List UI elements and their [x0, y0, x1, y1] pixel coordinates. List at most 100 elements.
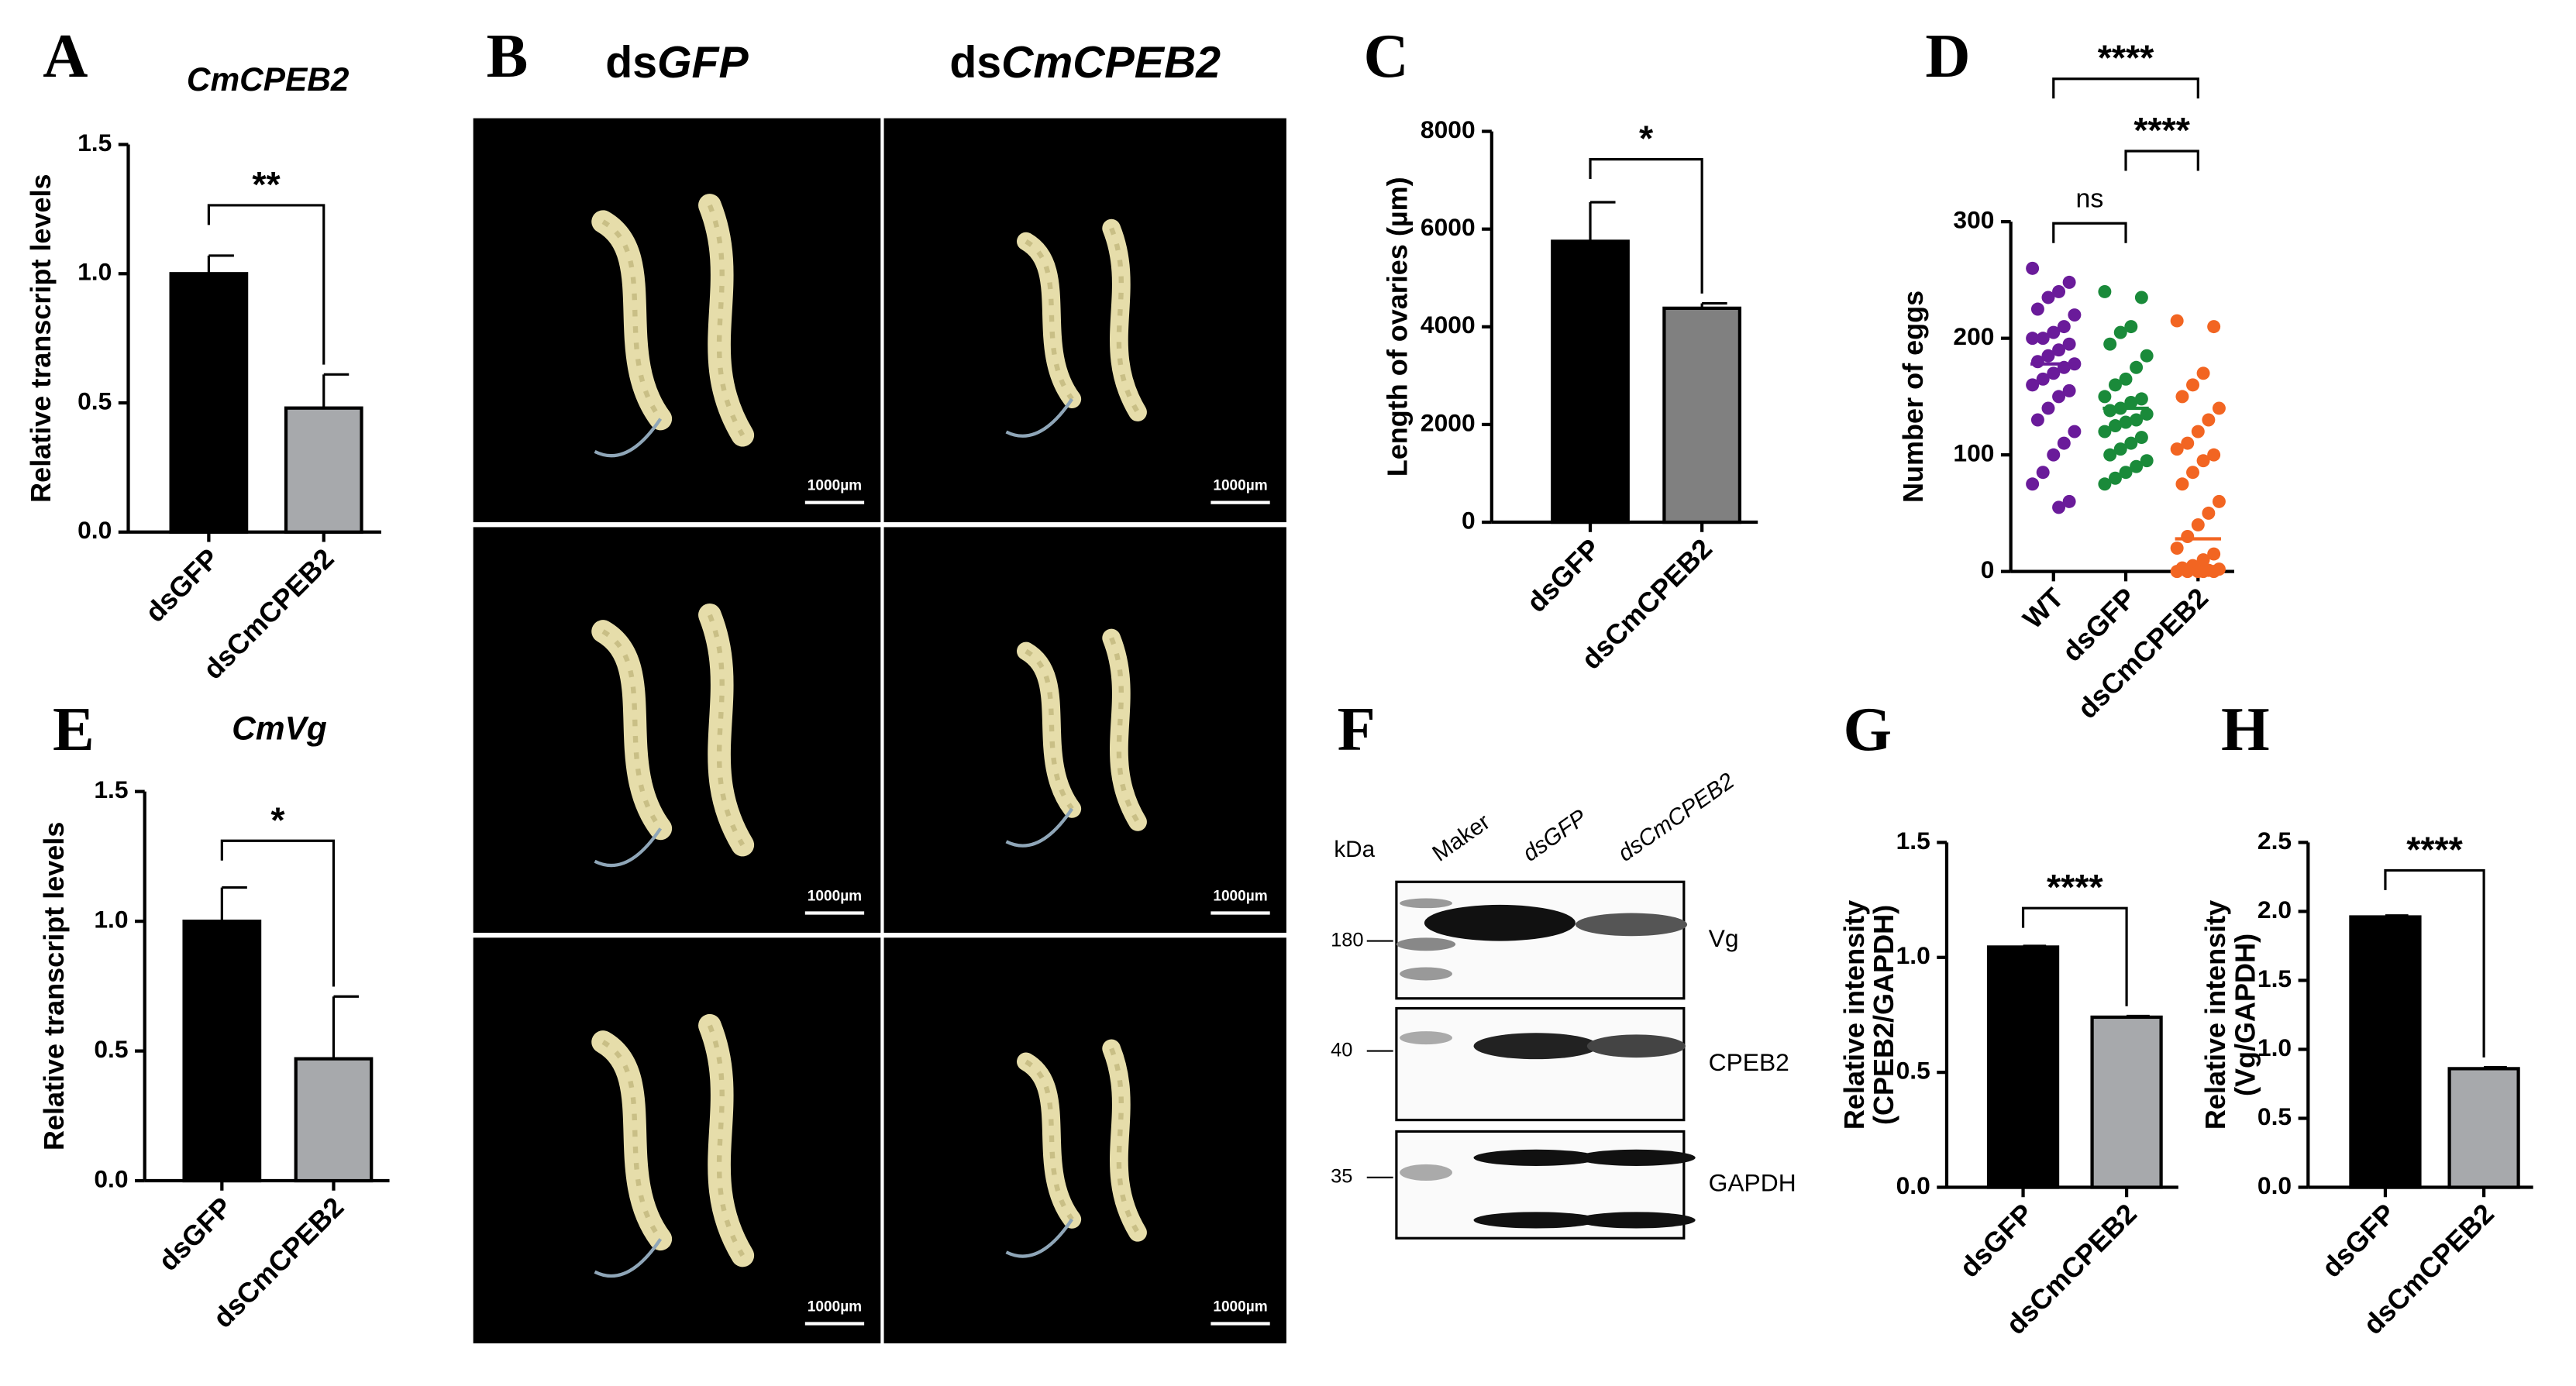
marker-label: 40 [1331, 1039, 1352, 1061]
point [2202, 506, 2216, 520]
panel-letter: H [2221, 695, 2270, 764]
y-tick-label: 1.0 [94, 906, 128, 934]
significance-label: ns [2075, 184, 2103, 214]
blot-band [1400, 1164, 1452, 1181]
y-tick-label: 1.0 [2257, 1033, 2292, 1061]
chart: CmVg Relative transcript levels 0.0 0.5 1.0 1… [38, 710, 390, 1334]
significance-bracket [220, 839, 336, 987]
bar [182, 920, 262, 1183]
significance-bracket [2052, 222, 2127, 243]
oviduct [594, 1238, 663, 1278]
significance-bracket [2052, 77, 2199, 99]
y-axis-label: (Vg/GAPDH) [2229, 934, 2261, 1096]
ovary-edge [707, 204, 745, 437]
point [2186, 466, 2199, 480]
point [2124, 320, 2138, 334]
significance-bracket [2021, 906, 2128, 1006]
y-tick-label: 1.0 [77, 258, 112, 286]
point [2130, 360, 2144, 374]
point [2098, 425, 2112, 438]
ovary [1102, 1039, 1147, 1242]
point [2207, 320, 2221, 334]
y-axis-label: (CPEB2/GAPDH) [1868, 905, 1899, 1125]
bar [169, 272, 249, 534]
panel-letter: C [1364, 22, 1409, 91]
y-tick-label: 2.5 [2257, 827, 2292, 855]
marker-label: 180 [1331, 929, 1363, 951]
band-label: Vg [1709, 924, 1739, 952]
point [2030, 355, 2044, 369]
significance-label: **** [2406, 829, 2463, 869]
y-tick-label: 8000 [1421, 115, 1476, 143]
ovary-edge [1025, 239, 1074, 401]
significance-bracket [1589, 158, 1703, 294]
micrograph [473, 527, 881, 933]
bar [2090, 1015, 2163, 1189]
y-tick-label: 2000 [1421, 408, 1476, 436]
point [2108, 419, 2122, 433]
point [2108, 471, 2122, 485]
point [2170, 314, 2184, 328]
point [2026, 378, 2040, 392]
point [2103, 337, 2117, 351]
blot-unit: kDa [1334, 837, 1375, 862]
point [2113, 325, 2127, 339]
ovary [1102, 218, 1147, 421]
significance-label: **** [2047, 867, 2103, 907]
point [2119, 372, 2133, 386]
blot-band [1473, 1033, 1599, 1060]
scale-bar-label: 1000µm [808, 1298, 862, 1315]
scale-bar-label: 1000µm [1213, 888, 1267, 904]
y-tick-label: 2.0 [2257, 896, 2292, 923]
y-tick-label: 0.0 [77, 516, 112, 544]
panel-letter: D [1925, 22, 1970, 91]
ovary-edge [601, 629, 663, 831]
point [2202, 413, 2216, 427]
y-tick-label: 1.5 [77, 129, 112, 156]
point [2186, 378, 2199, 392]
bar [2447, 1067, 2520, 1189]
point [2062, 275, 2076, 289]
significance-bracket [2124, 150, 2199, 171]
bar [2349, 915, 2422, 1189]
panel-letter: F [1338, 695, 1376, 764]
point [2036, 466, 2050, 480]
oviduct [1005, 807, 1074, 848]
point [2047, 448, 2061, 462]
point [2196, 454, 2210, 468]
y-tick-label: 100 [1953, 439, 1994, 467]
point [2130, 413, 2144, 427]
y-axis-label: Relative transcript levels [38, 822, 70, 1150]
blot-band [1396, 937, 1456, 951]
point [2041, 291, 2055, 304]
micrograph [883, 118, 1286, 523]
point [2175, 390, 2189, 404]
point [2068, 308, 2082, 322]
point [2062, 383, 2076, 397]
blot-band [1424, 904, 1576, 941]
point [2052, 284, 2066, 298]
header-italic: CmCPEB2 [1001, 38, 1221, 88]
point [2057, 436, 2071, 450]
point [2140, 454, 2154, 468]
point [2026, 332, 2040, 346]
scale-bar-label: 1000µm [1213, 1298, 1267, 1315]
point [2026, 261, 2040, 275]
y-tick-label: 0.0 [1896, 1171, 1930, 1199]
significance-label: ** [252, 164, 281, 205]
point [2196, 553, 2210, 567]
point [2119, 415, 2133, 429]
blot-band [1400, 967, 1452, 981]
bar [284, 406, 363, 534]
point [2057, 320, 2071, 334]
point [2196, 565, 2210, 579]
point [2113, 442, 2127, 456]
ovary-edge [1025, 1059, 1074, 1221]
point [2130, 459, 2144, 473]
micrograph [473, 118, 881, 523]
micrograph [883, 527, 1286, 933]
oviduct [594, 827, 663, 868]
point [2196, 366, 2210, 380]
bar [294, 1057, 374, 1183]
panel-letter: B [487, 22, 529, 91]
